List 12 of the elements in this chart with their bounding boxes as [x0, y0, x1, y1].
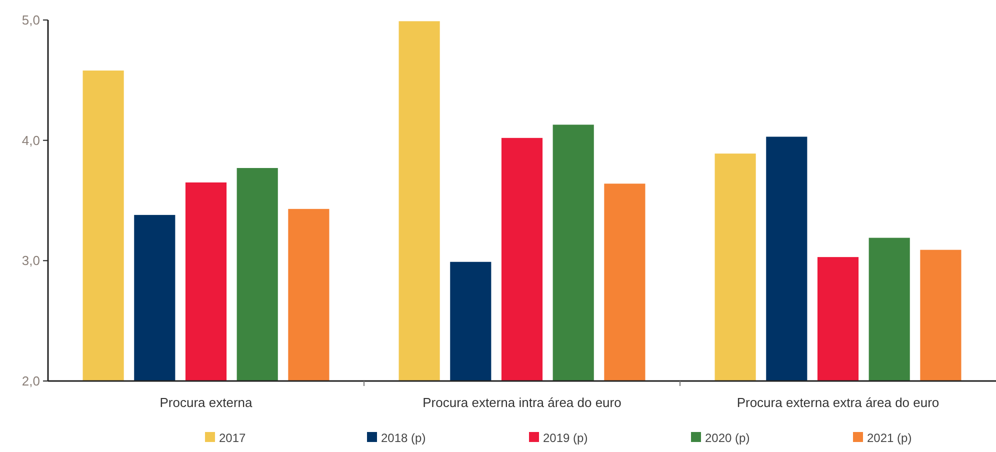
y-tick-label: 3,0 — [22, 253, 40, 268]
x-tick-label: Procura externa — [160, 395, 254, 410]
x-tick-label: Procura externa extra área do euro — [736, 395, 940, 410]
legend-label: 2017 — [219, 431, 246, 445]
legend-label: 2021 (p) — [867, 431, 912, 445]
y-tick-label: 5,0 — [22, 12, 40, 28]
x-tick-label: Procura externa intra área do euro — [422, 395, 622, 410]
legend-label: 2020 (p) — [705, 431, 750, 445]
y-tick-label: 4,0 — [22, 132, 40, 148]
legend-label: 2019 (p) — [543, 431, 588, 445]
legend-label: 2018 (p) — [381, 431, 426, 445]
y-tick-label: 2,0 — [22, 374, 40, 389]
